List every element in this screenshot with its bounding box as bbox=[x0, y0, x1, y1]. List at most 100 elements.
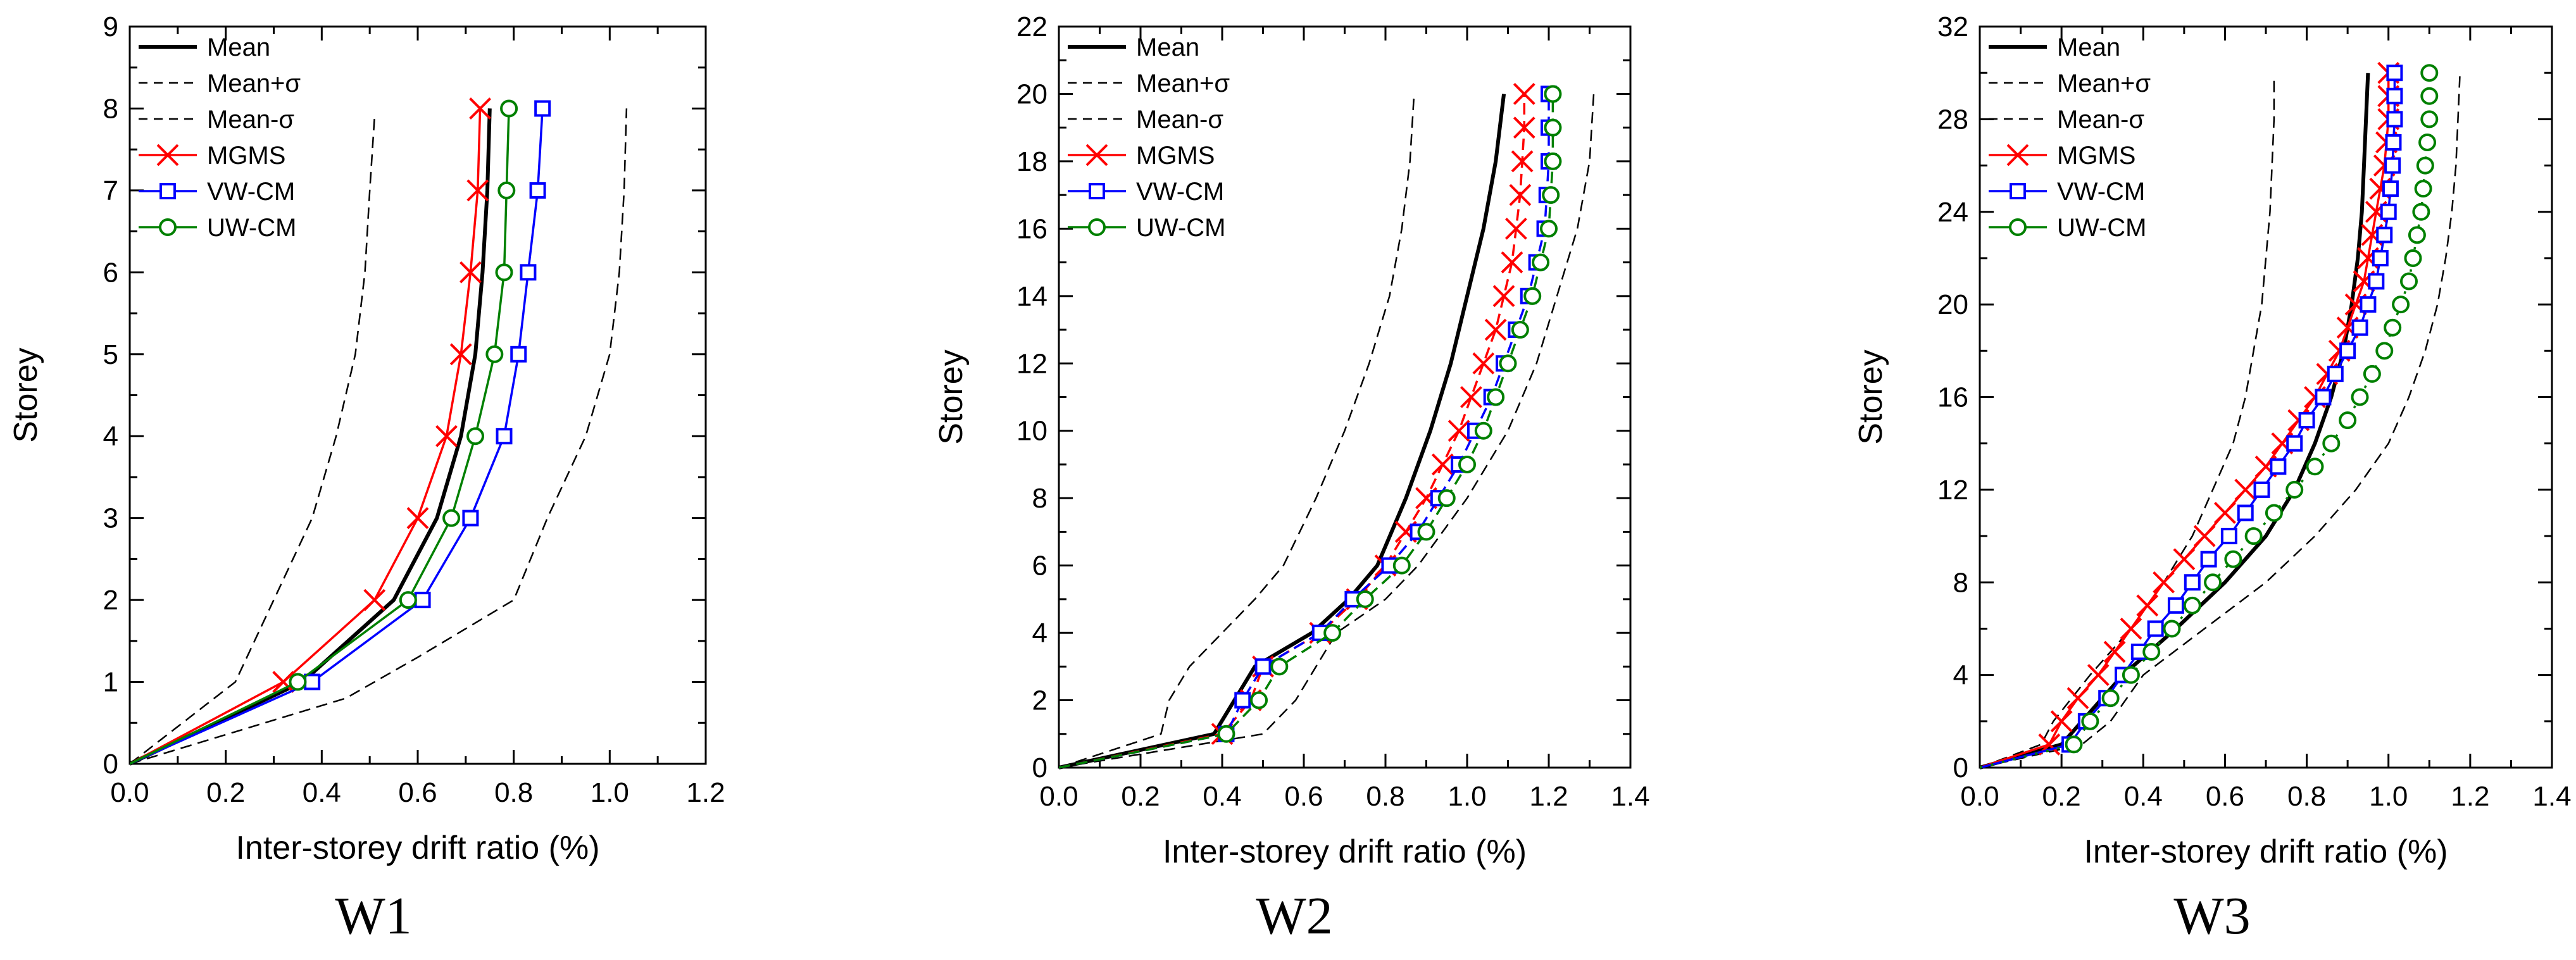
data-point-mgms bbox=[1431, 453, 1454, 476]
y-tick-label: 6 bbox=[1032, 551, 1047, 582]
legend-item-vw-cm: VW-CM bbox=[139, 178, 295, 206]
legend-item-uw-cm: UW-CM bbox=[1068, 214, 1225, 242]
x-tick-label: 0.6 bbox=[1284, 781, 1323, 812]
data-point-uw-cm bbox=[2420, 110, 2439, 128]
y-tick-label: 22 bbox=[1016, 11, 1047, 42]
plot-frame bbox=[1979, 25, 2553, 769]
data-point-mgms bbox=[2193, 525, 2216, 547]
x-tick-label: 0.4 bbox=[1203, 781, 1241, 812]
data-point-uw-cm bbox=[399, 591, 417, 609]
data-point-uw-cm bbox=[1250, 691, 1268, 709]
legend-label: Mean+σ bbox=[1136, 70, 1230, 97]
y-tick-label: 0 bbox=[1032, 752, 1047, 783]
data-point-mgms bbox=[2153, 571, 2175, 594]
data-point-uw-cm bbox=[2420, 87, 2439, 105]
legend-item-uw-cm: UW-CM bbox=[139, 214, 296, 242]
x-tick-label: 0.4 bbox=[303, 777, 341, 808]
data-point-vw-cm bbox=[534, 100, 551, 117]
data-point-uw-cm bbox=[497, 181, 516, 199]
x-tick-label: 0.4 bbox=[2124, 781, 2163, 812]
y-tick-label: 5 bbox=[103, 339, 118, 370]
x-tick-label: 0.2 bbox=[2042, 781, 2081, 812]
data-point-vw-cm bbox=[462, 509, 479, 527]
data-point-vw-cm bbox=[1234, 692, 1251, 709]
x-tick-label: 1.2 bbox=[2451, 781, 2489, 812]
y-tick-label: 0 bbox=[1953, 752, 1968, 783]
data-point-uw-cm bbox=[1499, 354, 1517, 373]
series-mean-sigma bbox=[130, 116, 376, 764]
x-tick-label: 0.2 bbox=[1121, 781, 1160, 812]
legend-label: Mean-σ bbox=[2057, 106, 2144, 134]
plot-frame bbox=[128, 25, 707, 765]
data-point-uw-cm bbox=[1540, 220, 1558, 238]
data-point-uw-cm bbox=[2384, 318, 2402, 337]
data-point-mgms bbox=[2136, 594, 2159, 617]
series-line-uw-cm bbox=[130, 108, 510, 765]
y-tick-label: 20 bbox=[1016, 78, 1047, 109]
series-line-mgms bbox=[1059, 94, 1526, 769]
legend-item-vw-cm: VW-CM bbox=[1068, 178, 1224, 206]
data-point-uw-cm bbox=[2418, 133, 2437, 151]
data-point-uw-cm bbox=[2339, 411, 2357, 430]
data-point-mgms bbox=[1513, 116, 1535, 139]
data-point-uw-cm bbox=[1544, 85, 1562, 103]
legend-label: UW-CM bbox=[2057, 214, 2146, 242]
data-point-uw-cm bbox=[1217, 725, 1235, 743]
legend-marker bbox=[1088, 218, 1106, 236]
legend: Mean Mean+σ Mean-σ MGMS VW-CM UW-CM bbox=[139, 34, 301, 242]
series-mgms bbox=[1980, 61, 2400, 769]
legend-label: VW-CM bbox=[2057, 178, 2145, 206]
x-tick-label: 1.0 bbox=[1447, 781, 1486, 812]
data-point-vw-cm bbox=[2376, 227, 2393, 244]
x-tick-label: 0.0 bbox=[110, 777, 149, 808]
data-point-vw-cm bbox=[1254, 658, 1272, 675]
legend-item-mean-plus-sigma: Mean+σ bbox=[139, 70, 301, 97]
data-point-uw-cm bbox=[500, 99, 518, 118]
data-point-uw-cm bbox=[1523, 287, 1542, 305]
series-line-mean-plus-sigma bbox=[130, 108, 628, 765]
y-tick-label: 3 bbox=[103, 503, 118, 534]
series-line-mgms bbox=[130, 108, 482, 765]
y-tick-label: 4 bbox=[1032, 618, 1047, 649]
x-tick-label: 1.4 bbox=[1611, 781, 1649, 812]
legend-item-mgms: MGMS bbox=[1989, 142, 2135, 170]
series-mgms bbox=[1059, 83, 1535, 769]
series-line-mean-sigma bbox=[1980, 80, 2275, 769]
y-tick-label: 10 bbox=[1016, 416, 1047, 447]
data-point-uw-cm bbox=[1544, 152, 1562, 170]
data-point-mgms bbox=[1509, 184, 1532, 206]
data-point-vw-cm bbox=[2147, 620, 2164, 637]
x-tick-label: 1.2 bbox=[686, 777, 725, 808]
data-point-vw-cm bbox=[2286, 435, 2303, 452]
data-point-uw-cm bbox=[2122, 666, 2140, 684]
series-vw-cm bbox=[130, 100, 551, 765]
data-point-mgms bbox=[2234, 478, 2257, 501]
legend-label: Mean bbox=[2057, 34, 2120, 61]
data-point-mgms bbox=[1447, 420, 1470, 442]
data-point-vw-cm bbox=[304, 673, 321, 690]
x-tick-label: 0.0 bbox=[1960, 781, 1999, 812]
data-point-uw-cm bbox=[1458, 455, 1476, 473]
legend-label: Mean+σ bbox=[2057, 70, 2151, 97]
data-point-uw-cm bbox=[1487, 388, 1505, 406]
legend-item-mgms: MGMS bbox=[139, 142, 285, 170]
y-tick-label: 12 bbox=[1016, 348, 1047, 379]
data-point-vw-cm bbox=[2253, 481, 2270, 498]
x-tick-label: 0.6 bbox=[2206, 781, 2244, 812]
y-tick-label: 9 bbox=[103, 11, 118, 42]
legend-item-mean-sigma: Mean-σ bbox=[1068, 106, 1223, 134]
y-tick-label: 4 bbox=[103, 421, 118, 452]
legend-item-vw-cm: VW-CM bbox=[1989, 178, 2145, 206]
data-point-mgms bbox=[1501, 251, 1523, 274]
data-point-vw-cm bbox=[2384, 157, 2401, 174]
legend-item-mgms: MGMS bbox=[1068, 142, 1215, 170]
legend-label: UW-CM bbox=[207, 214, 296, 242]
series-line-mean-plus-sigma bbox=[1980, 73, 2461, 769]
panel-w2: 0.0 0.2 0.4 0.6 0.8 1.0 1.2 1.4 0 2 4 6 8 10 12 14 16 18 2… bbox=[933, 11, 1650, 945]
data-point-uw-cm bbox=[2081, 712, 2099, 730]
series-line-mean-sigma bbox=[1059, 94, 1415, 769]
y-tick-label: 2 bbox=[1032, 685, 1047, 716]
series-line-mgms bbox=[1980, 73, 2390, 769]
data-point-mgms bbox=[1513, 83, 1535, 105]
